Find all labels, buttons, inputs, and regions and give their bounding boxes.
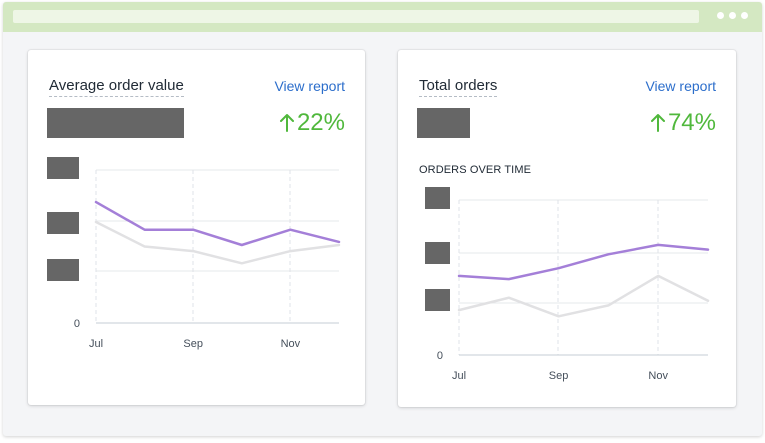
redacted-axis-label — [47, 212, 79, 234]
x-tick-label: Nov — [648, 370, 668, 382]
redacted-axis-label — [425, 289, 450, 311]
redacted-axis-label — [47, 157, 79, 179]
y-tick-label: 0 — [74, 318, 80, 330]
change-indicator: 74% — [650, 110, 716, 136]
browser-window: Average order value View report 22% Jul S… — [3, 2, 762, 436]
redacted-axis-label — [425, 242, 450, 264]
change-percent: 22% — [296, 109, 345, 136]
view-report-link[interactable]: View report — [274, 78, 345, 94]
x-tick-label: Jul — [452, 370, 466, 382]
x-tick-label: Sep — [549, 370, 569, 382]
change-indicator: 22% — [279, 110, 345, 136]
dot — [729, 12, 736, 19]
dot — [741, 12, 748, 19]
x-tick-label: Nov — [281, 338, 301, 350]
series-line-comparison — [457, 274, 710, 318]
arrow-up-icon — [650, 114, 665, 132]
y-tick-label: 0 — [437, 350, 443, 362]
redacted-value — [47, 108, 184, 138]
total-orders-chart: Jul Sep Nov 0 — [437, 199, 710, 382]
redacted-axis-label — [425, 187, 450, 209]
x-tick-label: Jul — [89, 338, 103, 350]
average-order-value-chart: Jul Sep Nov 0 — [74, 169, 341, 350]
redacted-value — [417, 108, 470, 138]
total-orders-card: Total orders View report 74% ORDERS OVER… — [398, 50, 736, 407]
card-title[interactable]: Total orders — [419, 77, 498, 97]
series-line-current — [94, 200, 341, 247]
x-tick-label: Sep — [183, 338, 203, 350]
series-line-comparison — [94, 220, 341, 265]
dot — [717, 12, 724, 19]
more-dots-icon[interactable] — [717, 12, 748, 19]
address-bar[interactable] — [13, 10, 699, 23]
redacted-axis-label — [47, 259, 79, 281]
average-order-value-card: Average order value View report 22% Jul S… — [28, 50, 365, 405]
change-percent: 74% — [667, 109, 716, 136]
browser-chrome — [3, 2, 762, 32]
card-title[interactable]: Average order value — [49, 77, 184, 97]
series-line-current — [457, 243, 710, 281]
arrow-up-icon — [279, 114, 294, 132]
view-report-link[interactable]: View report — [645, 78, 716, 94]
chart-subtitle: ORDERS OVER TIME — [419, 164, 532, 176]
